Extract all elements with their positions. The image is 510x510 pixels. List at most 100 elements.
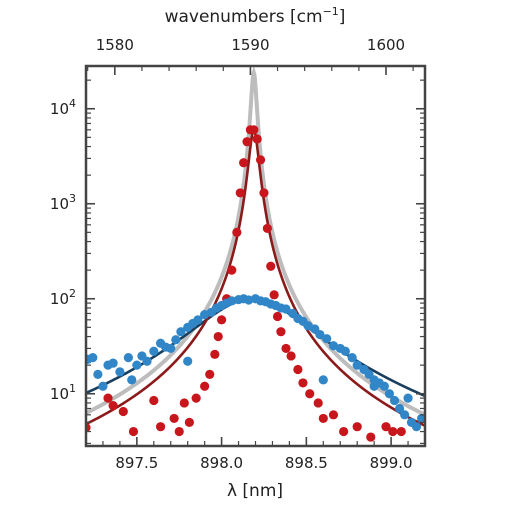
blue-points-point <box>132 360 142 370</box>
blue-points-point <box>340 346 350 356</box>
y-tick-exponent: 3 <box>69 192 76 205</box>
blue-points-point <box>115 367 125 377</box>
red-points-point <box>200 381 210 391</box>
red-points-point <box>298 378 308 388</box>
red-points-point <box>266 261 276 271</box>
y-tick-base: 10 <box>50 385 69 403</box>
blue-points-point <box>193 315 203 325</box>
plot-frame <box>84 64 427 448</box>
x-tick-label: 899.0 <box>370 454 413 472</box>
red-points-point <box>191 393 201 403</box>
top-axis-label-text: wavenumbers [cm <box>165 7 323 27</box>
x-tick-label: 898.0 <box>200 454 243 472</box>
blue-points-point <box>315 329 325 340</box>
red-points-point <box>128 426 139 437</box>
red-points-point <box>242 137 252 147</box>
red-points-point <box>396 426 406 437</box>
top-axis-label-sup: −1 <box>323 5 339 18</box>
blue-points-point <box>281 304 291 314</box>
y-tick-exponent: 1 <box>69 382 76 395</box>
data-layer <box>86 66 425 442</box>
top-tick-label: 1590 <box>231 36 269 54</box>
red-points-point <box>286 351 296 361</box>
red-points-point <box>328 410 339 420</box>
blue-points-point <box>417 413 425 424</box>
blue-points-point <box>88 353 98 363</box>
red-points-point <box>366 432 376 442</box>
blue-points-point <box>389 395 400 406</box>
red-points-point <box>259 188 269 198</box>
red-points-point <box>205 369 215 379</box>
blue-points-point <box>127 375 137 385</box>
x-tick-label: 898.5 <box>285 454 328 472</box>
red-points-point <box>169 413 179 424</box>
red-points-point <box>118 406 128 417</box>
y-tick-label: 103 <box>50 192 76 213</box>
red-points-point <box>381 422 391 432</box>
red-points-point <box>252 134 262 144</box>
blue-points-point <box>379 381 389 391</box>
red-points-point <box>249 125 259 135</box>
red-points-point <box>179 398 189 408</box>
red-points-point <box>227 265 237 275</box>
red-points-point <box>235 188 245 198</box>
red-points-point <box>149 395 159 406</box>
x-tick-label: 897.5 <box>115 454 158 472</box>
red-points-point <box>269 290 279 300</box>
red-points-point <box>255 155 266 165</box>
blue-points-point <box>347 353 357 363</box>
x-axis-label: λ [nm] <box>227 481 283 501</box>
blue-points-point <box>142 356 152 366</box>
red-points-point <box>262 223 272 234</box>
top-tick-label: 1600 <box>367 36 405 54</box>
red-points-point <box>213 331 223 342</box>
blue-points-point <box>93 369 103 379</box>
blue-points-point <box>176 327 186 337</box>
red-points-point <box>352 422 362 432</box>
blue-points-point <box>166 343 176 354</box>
blue-points-point <box>318 375 328 385</box>
red-points-point <box>318 413 328 424</box>
blue-points-point <box>384 389 394 399</box>
fit-curve-gray-fit <box>86 66 425 417</box>
red-points-point <box>272 311 283 322</box>
red-points-point <box>281 343 291 354</box>
y-tick-label: 102 <box>50 287 76 308</box>
red-points-point <box>108 401 118 411</box>
red-points-point <box>210 349 220 359</box>
top-axis-label-close: ] <box>339 7 346 27</box>
y-tick-label: 104 <box>50 97 76 118</box>
red-points-point <box>305 389 315 399</box>
y-tick-label: 101 <box>50 382 76 403</box>
red-points-point <box>339 426 349 437</box>
red-points-point <box>293 364 303 375</box>
red-points-point <box>239 158 249 168</box>
red-points-point <box>174 426 184 437</box>
top-tick-label: 1580 <box>96 36 134 54</box>
red-points-point <box>232 227 242 237</box>
blue-points-point <box>400 410 410 420</box>
blue-points-point <box>369 381 379 391</box>
red-points-point <box>388 426 398 437</box>
red-points-point <box>313 398 323 408</box>
blue-points-point <box>411 422 422 432</box>
blue-points-point <box>108 358 118 368</box>
red-points-point <box>103 393 113 403</box>
red-points-point <box>155 422 166 432</box>
blue-points-point <box>322 334 332 344</box>
y-tick-base: 10 <box>50 195 69 213</box>
y-tick-base: 10 <box>50 290 69 308</box>
blue-points-point <box>149 346 159 356</box>
blue-points-point <box>171 335 181 345</box>
red-points-point <box>184 417 194 427</box>
blue-points-point <box>352 360 362 370</box>
red-points-point <box>217 315 227 325</box>
y-tick-exponent: 4 <box>69 97 76 110</box>
y-tick-exponent: 2 <box>69 287 76 300</box>
y-tick-base: 10 <box>50 100 69 118</box>
blue-points-point <box>123 353 133 363</box>
blue-points-point <box>403 393 413 403</box>
red-points-point <box>276 327 286 337</box>
